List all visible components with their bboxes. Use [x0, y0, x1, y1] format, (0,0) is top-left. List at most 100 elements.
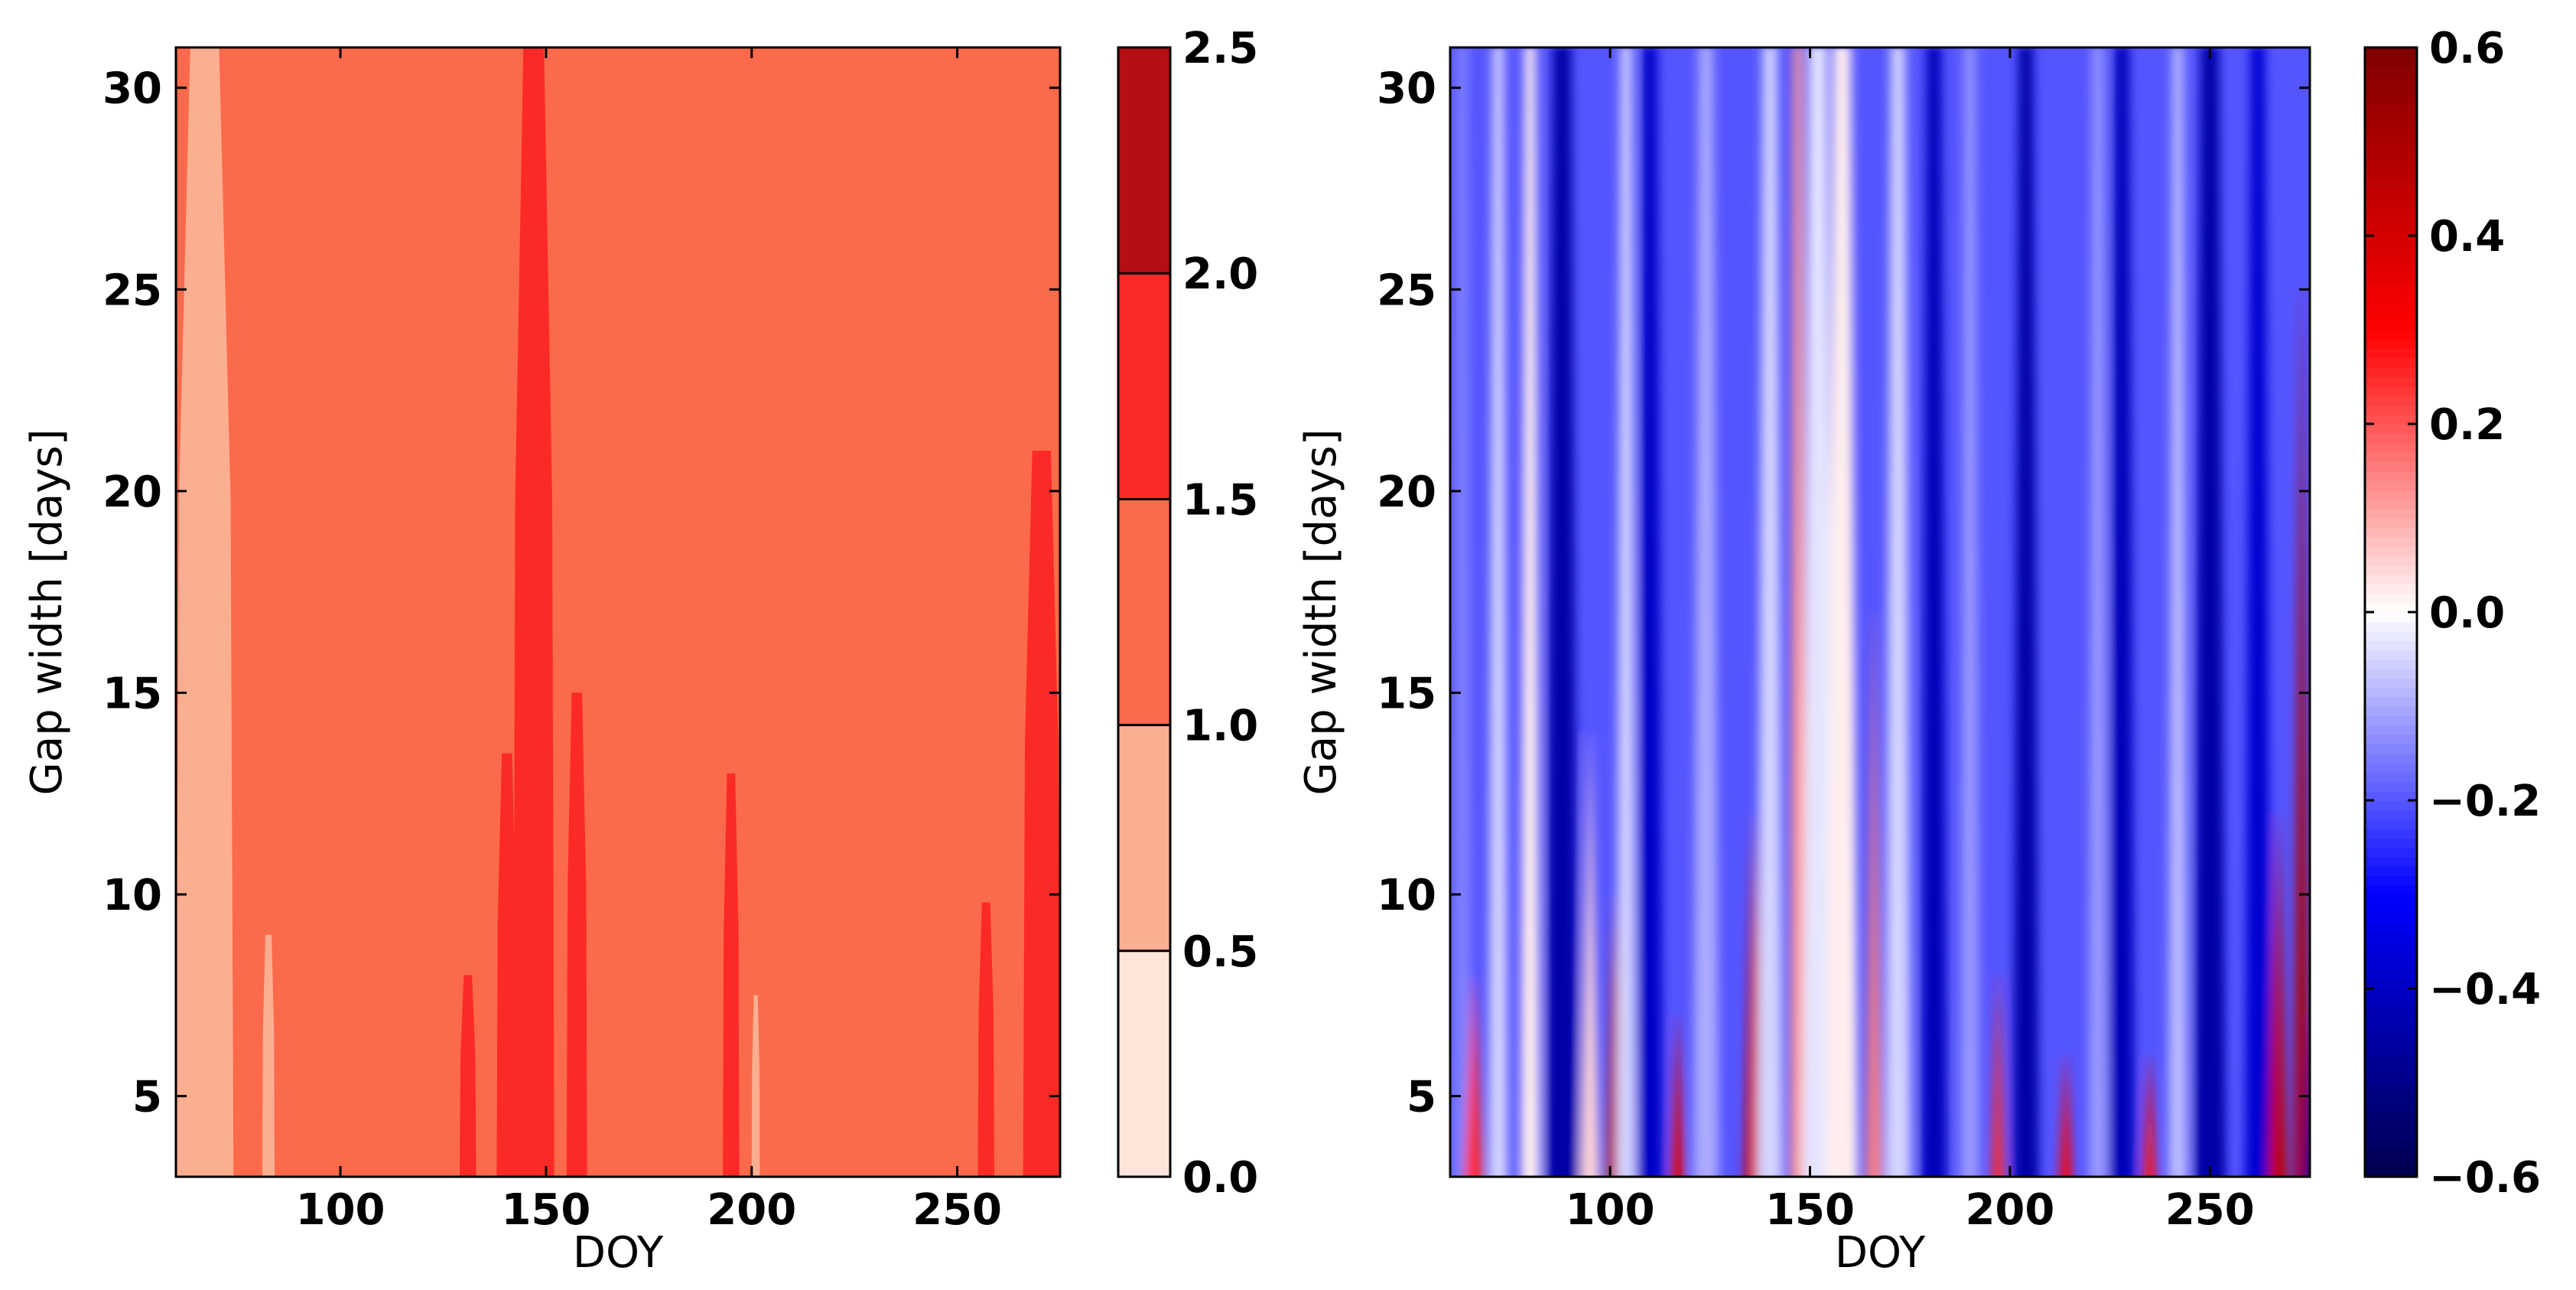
colorbar-segment — [2365, 1016, 2417, 1027]
heatmap-streak — [2245, 47, 2271, 1177]
heatmap-streak — [1488, 47, 1508, 1177]
colorbar-segment — [2365, 47, 2417, 58]
heatmap-region — [566, 692, 587, 1177]
colorbar-tick-label: 0.4 — [2429, 212, 2505, 262]
colorbar-segment — [2365, 1073, 2417, 1083]
y-tick-label: 15 — [1377, 669, 1436, 718]
colorbar-segment — [2365, 922, 2417, 933]
y-tick-label: 5 — [1407, 1073, 1436, 1122]
colorbar-segment — [2365, 856, 2417, 867]
heatmap-streak — [2109, 47, 2135, 1177]
colorbar-tick-label: 2.0 — [1182, 249, 1258, 299]
colorbar-segment — [2365, 151, 2417, 161]
colorbar-segment — [2365, 311, 2417, 321]
colorbar-tick-label: 1.5 — [1182, 475, 1258, 525]
heatmap-region — [723, 773, 740, 1177]
colorbar-segment — [2365, 1101, 2417, 1112]
colorbar-segment — [2365, 94, 2417, 105]
colorbar-segment — [2365, 772, 2417, 783]
x-tick-label: 200 — [707, 1185, 796, 1235]
colorbar-segment — [2365, 762, 2417, 773]
colorbar-segment — [2365, 810, 2417, 820]
y-tick-label: 30 — [1377, 64, 1436, 114]
heatmap-streaks — [1452, 47, 2310, 1177]
colorbar-segment — [2365, 687, 2417, 698]
colorbar-segment — [2365, 424, 2417, 435]
heatmap-region — [751, 995, 760, 1177]
colorbar-segment — [2365, 263, 2417, 274]
heatmap-streak — [2194, 47, 2226, 1177]
colorbar-segment — [2365, 1110, 2417, 1121]
colorbar-segment — [1118, 725, 1170, 951]
colorbar-segment — [2365, 932, 2417, 943]
heatmap-streak — [1826, 47, 1859, 1177]
colorbar-segment — [2365, 875, 2417, 886]
x-tick-label: 100 — [296, 1185, 385, 1235]
colorbar-tick-label: 0.0 — [1182, 1153, 1258, 1203]
colorbar-segment — [2365, 339, 2417, 350]
heatmap-region — [496, 753, 518, 1177]
left-chart-panel: 100 150 200 250 5 10 15 20 25 30 DOY Gap width [day… — [22, 24, 1258, 1278]
colorbar-segment — [2365, 330, 2417, 340]
colorbar-segment — [2365, 979, 2417, 989]
colorbar-segment — [2365, 584, 2417, 595]
colorbar-segment — [2365, 828, 2417, 839]
x-tick-label: 150 — [1765, 1185, 1855, 1235]
heatmap-streak — [1616, 47, 1636, 1177]
colorbar-segment — [2365, 160, 2417, 171]
colorbar-segment — [2365, 630, 2417, 641]
colorbar-segment — [2365, 103, 2417, 114]
colorbar-segment — [2365, 396, 2417, 406]
colorbar-segment — [2365, 894, 2417, 905]
colorbar-segment — [2365, 650, 2417, 660]
colorbar-tick-label: 0.6 — [2429, 24, 2505, 73]
colorbar-segment — [2365, 273, 2417, 284]
colorbar-segment — [2365, 790, 2417, 801]
x-tick-label: 250 — [912, 1185, 1002, 1235]
colorbar-segment — [2365, 989, 2417, 999]
colorbar-segment — [2365, 226, 2417, 236]
y-axis-label: Gap width [days] — [22, 428, 72, 795]
x-tick-label: 100 — [1566, 1185, 1655, 1235]
heatmap-streak — [1865, 612, 1882, 1177]
colorbar-segment — [2365, 546, 2417, 556]
colorbar-segment — [2365, 217, 2417, 227]
y-tick-label: 15 — [102, 669, 162, 718]
colorbar-segment — [2365, 593, 2417, 604]
heatmap-streak — [2168, 47, 2187, 1177]
y-tick-label: 10 — [102, 871, 162, 920]
colorbar-segment — [2365, 292, 2417, 302]
heatmap-streak — [1580, 733, 1600, 1177]
colorbar-segment — [2365, 367, 2417, 378]
colorbar-segment — [2365, 301, 2417, 312]
heatmap-streak — [1921, 47, 1947, 1177]
heatmap-region — [512, 47, 555, 1177]
plot-frame — [1449, 46, 2311, 1178]
colorbar-tick-label: 2.5 — [1182, 24, 1258, 73]
right-chart-panel: 100 150 200 250 5 10 15 20 25 30 DOY Gap width [day… — [1296, 24, 2541, 1278]
colorbar-segment — [2365, 433, 2417, 444]
heatmap-area — [1450, 47, 2310, 1177]
colorbar-segment — [2365, 725, 2417, 735]
y-tick-label: 5 — [132, 1073, 162, 1122]
colorbar-segment — [2365, 781, 2417, 792]
colorbar-segment — [2365, 1044, 2417, 1055]
colorbar-segment — [2365, 320, 2417, 331]
colorbar-segment — [2365, 442, 2417, 453]
colorbar-segment — [1118, 499, 1170, 725]
colorbar-segment — [2365, 245, 2417, 256]
colorbar-segment — [2365, 612, 2417, 623]
colorbar-segment — [2365, 236, 2417, 246]
colorbar-segment — [2365, 998, 2417, 1008]
colorbar-segment — [2365, 1083, 2417, 1093]
colorbar-tick-label: −0.6 — [2429, 1153, 2541, 1203]
colorbar-segment — [2365, 659, 2417, 669]
y-tick-label: 30 — [102, 64, 162, 114]
colorbar-segment — [2365, 1007, 2417, 1018]
colorbar-segment — [2365, 57, 2417, 67]
colorbar-segment — [2365, 696, 2417, 707]
colorbar-segment — [2365, 621, 2417, 632]
colorbar-segment — [2365, 197, 2417, 208]
colorbar-segment — [2365, 1035, 2417, 1046]
heatmap-streak — [1521, 47, 1540, 1177]
